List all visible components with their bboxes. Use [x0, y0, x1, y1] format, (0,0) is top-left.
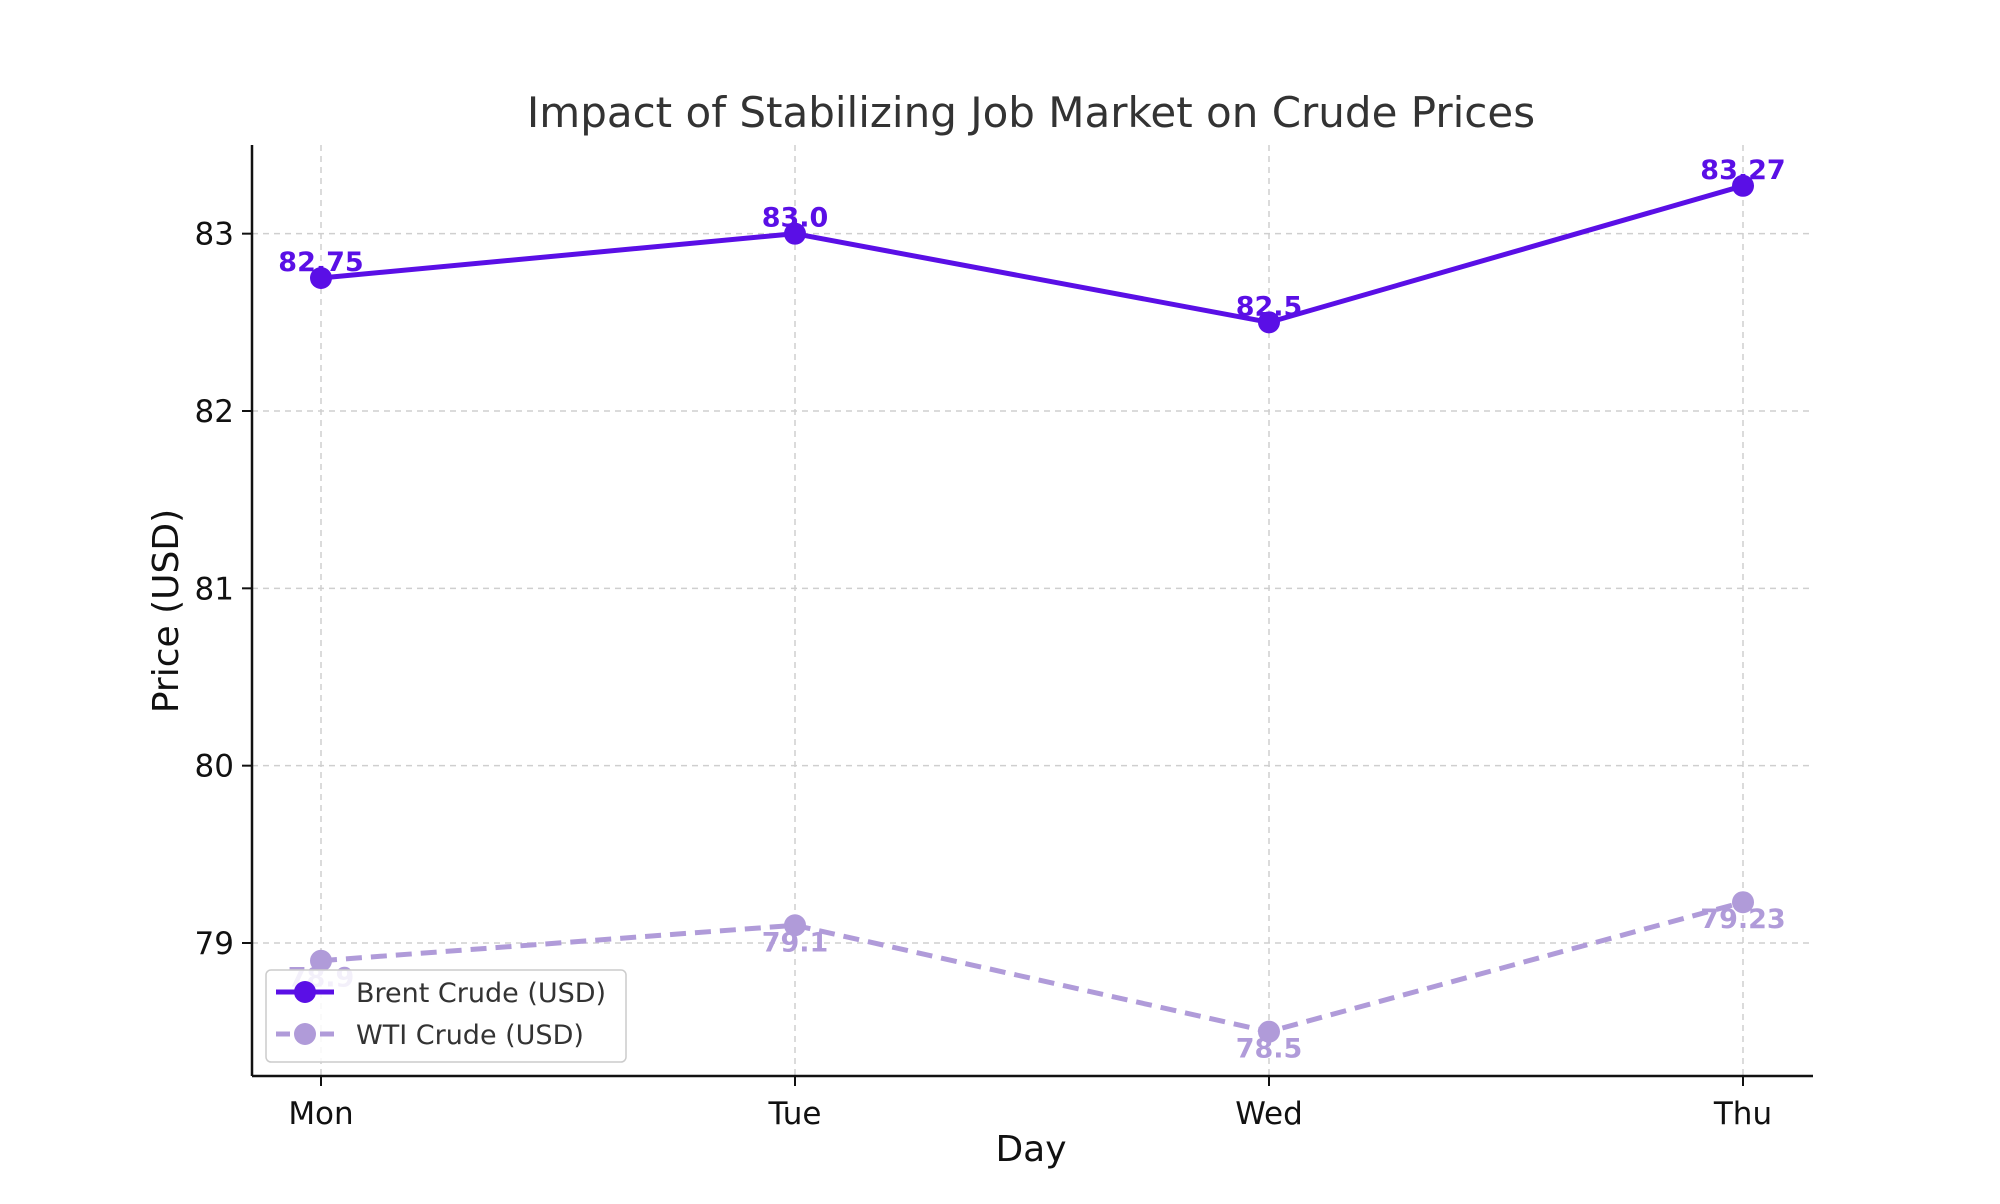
- data-label-brent: 82.5: [1236, 291, 1303, 322]
- data-point-wti: [784, 914, 806, 937]
- y-tick-label: 81: [195, 571, 234, 607]
- axes: [250, 145, 1813, 1078]
- data-point-wti: [310, 949, 332, 972]
- data-label-brent: 83.27: [1700, 155, 1785, 186]
- data-label-brent: 82.75: [278, 247, 363, 278]
- legend-label-wti: WTI Crude (USD): [356, 1020, 584, 1051]
- y-axis-label: Price (USD): [146, 509, 187, 713]
- x-tick-label: Wed: [1235, 1096, 1303, 1132]
- data-label-wti: 79.1: [762, 927, 829, 958]
- data-point-brent: [1258, 311, 1280, 334]
- legend-label-brent: Brent Crude (USD): [356, 978, 606, 1009]
- y-tick-label: 83: [195, 217, 234, 253]
- legend-marker-wti: [294, 1023, 316, 1045]
- data-point-brent: [310, 267, 332, 289]
- x-tick-label: Thu: [1713, 1096, 1772, 1132]
- x-axis-label: Day: [995, 1129, 1066, 1170]
- chart-title: Impact of Stabilizing Job Market on Crud…: [527, 88, 1535, 137]
- y-tick-label: 82: [195, 394, 234, 430]
- data-point-wti: [1258, 1020, 1280, 1043]
- data-label-wti: 79.23: [1700, 904, 1785, 935]
- legend: Brent Crude (USD) WTI Crude (USD): [265, 969, 627, 1063]
- y-tick-label: 79: [195, 926, 234, 962]
- data-point-brent: [1732, 174, 1754, 197]
- legend-marker-brent: [294, 981, 316, 1003]
- legend-box: [265, 969, 627, 1063]
- data-point-brent: [784, 222, 806, 245]
- series-line-brent: [320, 183, 1744, 325]
- y-tick-label: 80: [195, 749, 234, 785]
- data-point-wti: [1732, 891, 1754, 914]
- grid: [252, 145, 1813, 1076]
- data-label-brent: 83.0: [762, 203, 829, 234]
- x-tick-label: Mon: [288, 1096, 353, 1132]
- series-line-wti: [320, 899, 1744, 1035]
- tick-labels: 79 80 81 82 83 Mon Tue Wed Thu: [195, 217, 1773, 1132]
- data-label-wti: 78.5: [1236, 1034, 1303, 1065]
- x-tick-label: Tue: [768, 1096, 822, 1132]
